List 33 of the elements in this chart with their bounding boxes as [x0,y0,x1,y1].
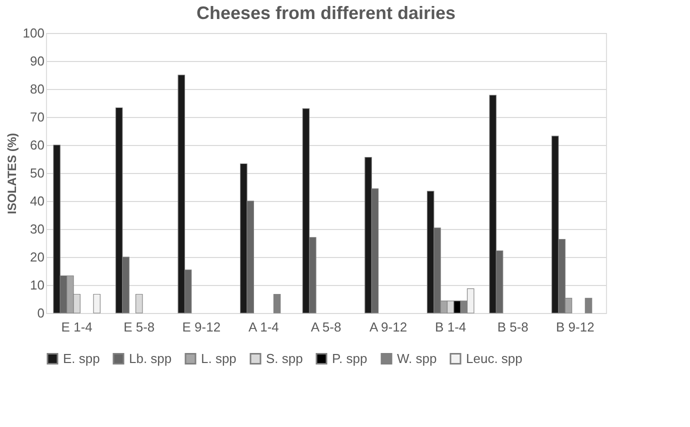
y-tick-label: 20 [30,250,44,264]
y-axis-title: ISOLATES (%) [4,132,19,214]
y-tick-label: 70 [30,110,44,124]
y-tick-label: 80 [30,82,44,96]
bar [135,294,143,314]
legend-label: Lb. spp [129,350,172,366]
bar [584,298,592,314]
y-tick-label: 0 [37,306,44,320]
legend-label: P. spp [332,350,368,366]
x-tick-label: B 5-8 [497,320,528,334]
x-tick-label: A 1-4 [248,320,279,334]
legend-label: W. spp [397,350,437,366]
bar [273,294,281,314]
legend-label: L. spp [201,350,236,366]
y-tick-label: 10 [30,278,44,292]
x-tick-label: B 9-12 [556,320,594,334]
x-tick-label: A 5-8 [310,320,342,334]
y-tick-label: 60 [30,138,44,152]
bar [93,294,100,314]
legend-label: E. spp [63,350,100,366]
x-tick-label: E 9-12 [182,320,221,334]
legend-label: S. spp [266,350,303,366]
chart-title: Cheeses from different dairies [196,3,456,23]
y-tick-label: 30 [30,222,44,236]
legend-label: Leuc. spp [466,350,522,366]
y-tick-label: 90 [30,54,44,68]
y-tick-label: 40 [30,194,44,208]
x-tick-label: A 9-12 [369,320,408,334]
y-tick-label: 50 [30,166,44,180]
x-tick-label: E 5-8 [124,320,155,334]
x-tick-label: E 1-4 [61,320,92,334]
y-tick-label: 100 [22,26,44,40]
x-tick-label: B 1-4 [435,320,466,334]
